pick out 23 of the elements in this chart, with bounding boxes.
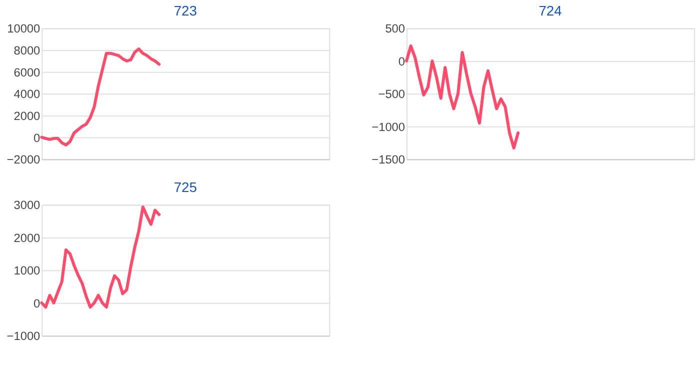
y-tick-label: 6000 bbox=[14, 65, 41, 80]
y-tick-label: −2000 bbox=[6, 152, 41, 167]
y-tick-label: 500 bbox=[385, 22, 406, 36]
y-tick-label: 2000 bbox=[14, 108, 41, 123]
line-series bbox=[405, 44, 520, 150]
y-tick-label: 4000 bbox=[14, 87, 41, 102]
y-tick-label: −1500 bbox=[372, 152, 406, 167]
line-series bbox=[40, 47, 161, 146]
y-tick-label: 0 bbox=[34, 130, 41, 145]
y-tick-label: 3000 bbox=[14, 198, 41, 212]
y-tick-label: 0 bbox=[398, 54, 406, 68]
y-tick-label: 0 bbox=[34, 296, 41, 310]
y-tick-label: 10000 bbox=[7, 22, 41, 36]
chart-title: 724 bbox=[538, 2, 562, 18]
chart-title: 725 bbox=[174, 178, 198, 195]
y-tick-label: 2000 bbox=[14, 230, 41, 245]
y-tick-label: −500 bbox=[378, 87, 406, 102]
y-tick-label: 1000 bbox=[14, 264, 41, 278]
y-tick-label: 8000 bbox=[14, 44, 41, 58]
chart-title: 723 bbox=[174, 2, 198, 18]
line-series bbox=[40, 206, 161, 309]
y-tick-label: −1000 bbox=[372, 120, 406, 134]
y-tick-label: −1000 bbox=[6, 329, 41, 344]
